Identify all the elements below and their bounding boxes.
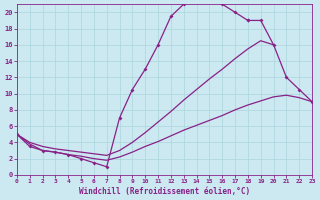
X-axis label: Windchill (Refroidissement éolien,°C): Windchill (Refroidissement éolien,°C) <box>79 187 250 196</box>
